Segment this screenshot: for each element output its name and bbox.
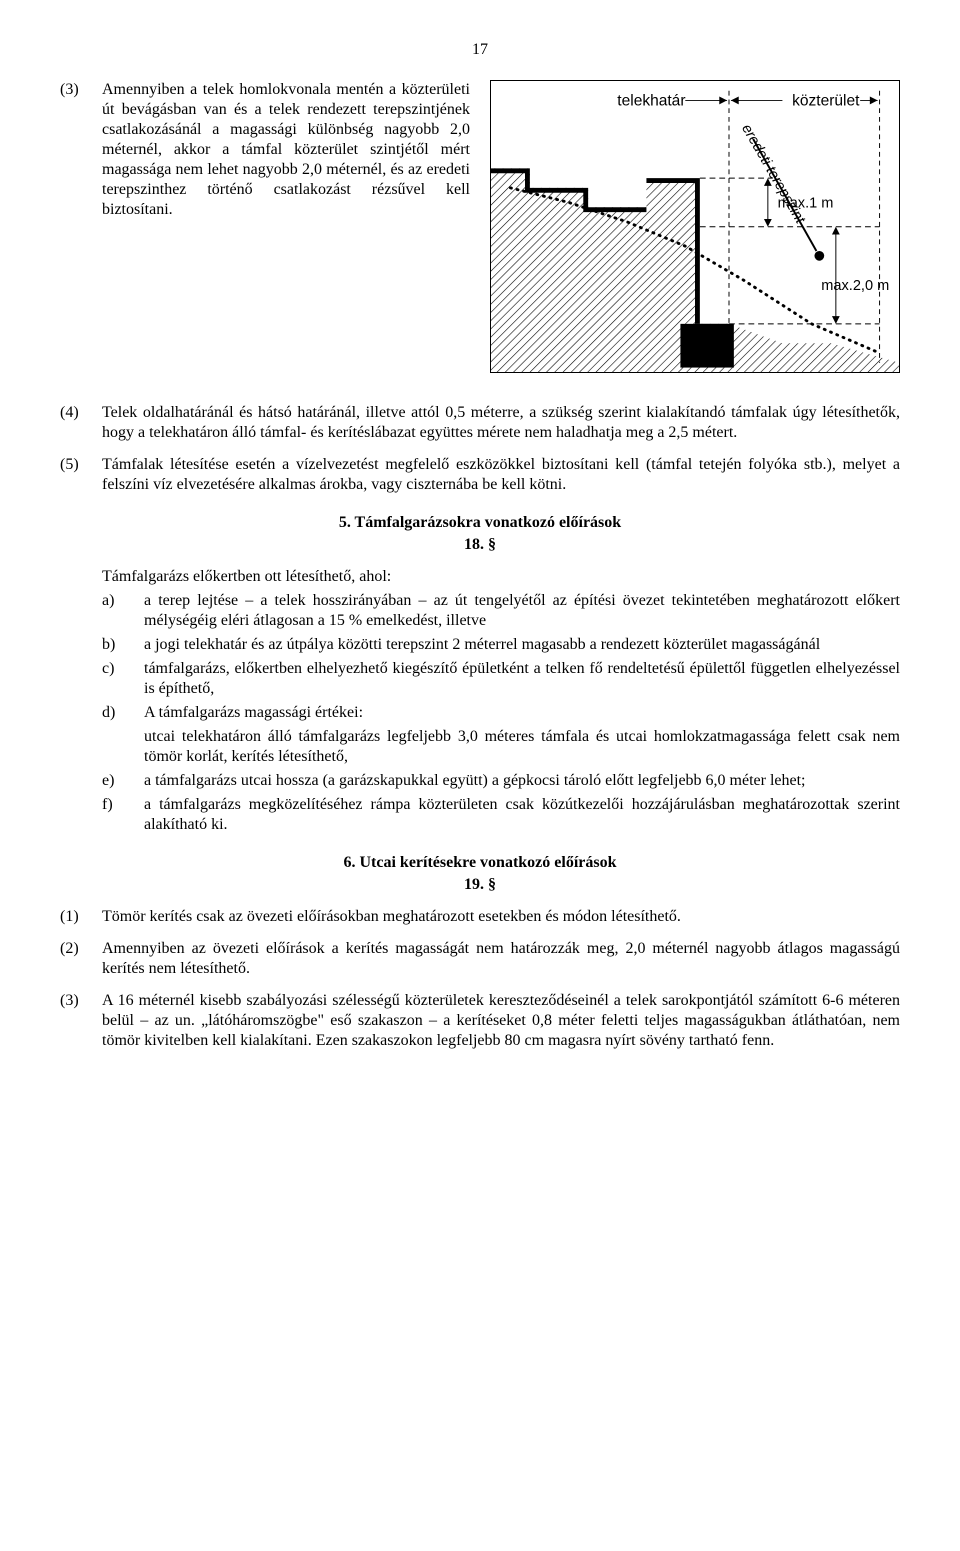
para-5-text: Támfalak létesítése esetén a vízelvezeté… bbox=[102, 455, 900, 495]
item-f-label: f) bbox=[102, 795, 144, 835]
para-3-text: Amennyiben a telek homlokvonala mentén a… bbox=[102, 80, 470, 220]
para-4-text: Telek oldalhatáránál és hátsó határánál,… bbox=[102, 403, 900, 443]
item-e-text: a támfalgarázs utcai hossza (a garázskap… bbox=[144, 771, 900, 791]
item-f-text: a támfalgarázs megközelítéséhez rámpa kö… bbox=[144, 795, 900, 835]
fence-3-row: (3) A 16 méternél kisebb szabályozási sz… bbox=[60, 991, 900, 1051]
item-a-label: a) bbox=[102, 591, 144, 631]
section-6-num: 19. § bbox=[60, 875, 900, 895]
fence-2-num: (2) bbox=[60, 939, 102, 979]
para-4-num: (4) bbox=[60, 403, 102, 443]
fence-2-text: Amennyiben az övezeti előírások a keríté… bbox=[102, 939, 900, 979]
section-5-num: 18. § bbox=[60, 535, 900, 555]
para-3-row: (3) Amennyiben a telek homlokvonala ment… bbox=[60, 80, 900, 379]
para-4-row: (4) Telek oldalhatáránál és hátsó határá… bbox=[60, 403, 900, 443]
para-5-num: (5) bbox=[60, 455, 102, 495]
fence-1-row: (1) Tömör kerítés csak az övezeti előírá… bbox=[60, 907, 900, 927]
item-b-label: b) bbox=[102, 635, 144, 655]
page-number: 17 bbox=[60, 40, 900, 60]
para-3-num: (3) bbox=[60, 80, 102, 220]
para-5-row: (5) Támfalak létesítése esetén a vízelve… bbox=[60, 455, 900, 495]
fence-1-text: Tömör kerítés csak az övezeti előírásokb… bbox=[102, 907, 900, 927]
item-c-text: támfalgarázs, előkertben elhelyezhető ki… bbox=[144, 659, 900, 699]
label-max1: max.1 m bbox=[778, 195, 834, 211]
item-b-text: a jogi telekhatár és az útpálya közötti … bbox=[144, 635, 900, 655]
item-d-text: A támfalgarázs magassági értékei: bbox=[144, 703, 900, 723]
item-d-label: d) bbox=[102, 703, 144, 723]
item-a-text: a terep lejtése – a telek hosszirányában… bbox=[144, 591, 900, 631]
fence-1-num: (1) bbox=[60, 907, 102, 927]
label-max2: max.2,0 m bbox=[821, 278, 889, 294]
item-d-sub: utcai telekhatáron álló támfalgarázs leg… bbox=[102, 727, 900, 767]
section-5-title: 5. Támfalgarázsokra vonatkozó előírások bbox=[60, 513, 900, 533]
garage-intro: Támfalgarázs előkertben ott létesíthető,… bbox=[60, 567, 900, 587]
section-6-title: 6. Utcai kerítésekre vonatkozó előírások bbox=[60, 853, 900, 873]
terrain-diagram: telekhatár közterület eredeti terepszint bbox=[490, 80, 900, 373]
fence-3-num: (3) bbox=[60, 991, 102, 1051]
label-telekhatar: telekhatár bbox=[617, 92, 685, 109]
fence-2-row: (2) Amennyiben az övezeti előírások a ke… bbox=[60, 939, 900, 979]
item-e-label: e) bbox=[102, 771, 144, 791]
label-kozterulet: közterület bbox=[792, 92, 860, 109]
item-c-label: c) bbox=[102, 659, 144, 699]
fence-3-text: A 16 méternél kisebb szabályozási széles… bbox=[102, 991, 900, 1051]
